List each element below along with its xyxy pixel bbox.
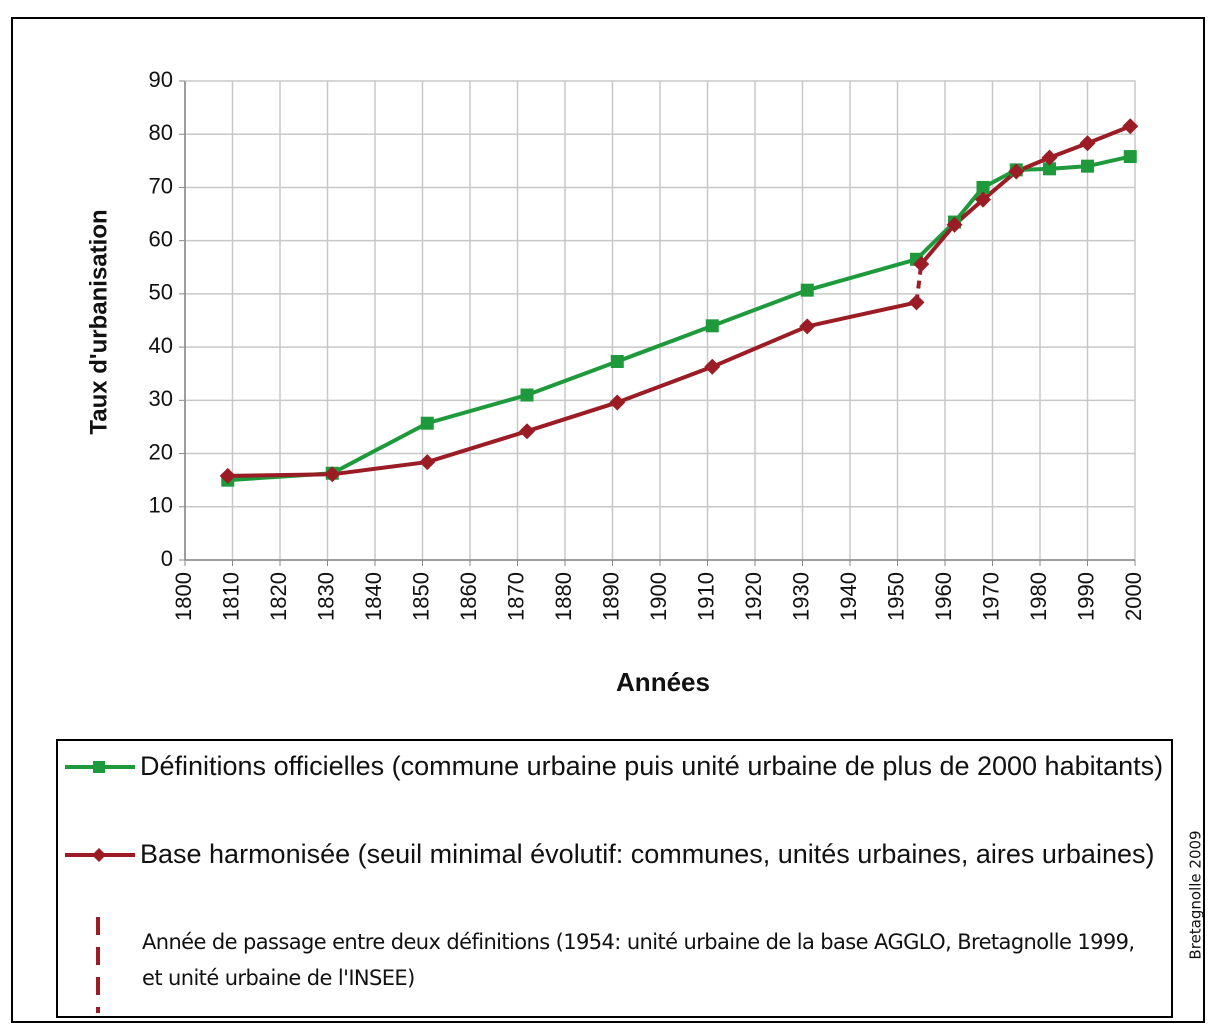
point	[1079, 135, 1096, 152]
frame	[11, 17, 1205, 1023]
point	[1123, 150, 1137, 164]
x-tick-label: 1800	[171, 572, 196, 621]
point	[419, 454, 436, 471]
point	[800, 283, 814, 297]
source: Bretagnolle 2009	[1187, 830, 1205, 959]
x-tick-label: 1930	[788, 572, 813, 621]
x-axis-title: Années	[616, 667, 710, 697]
x-tick-label: 1880	[551, 572, 576, 621]
x-tick-label: 2000	[1121, 572, 1146, 621]
point	[799, 318, 816, 335]
point	[705, 319, 719, 333]
point	[704, 358, 721, 375]
x-tick-label: 1830	[313, 572, 338, 621]
x-tick-label: 1990	[1073, 572, 1098, 621]
point	[520, 388, 534, 402]
x-tick-label: 1970	[978, 572, 1003, 621]
legend-box	[56, 739, 1173, 1018]
point	[1122, 118, 1139, 135]
point	[913, 256, 930, 273]
x-tick-label: 1860	[456, 572, 481, 621]
y-tick-label: 90	[149, 67, 173, 92]
legend-note: Année de passage entre deux définitions …	[142, 930, 1135, 990]
x-tick-label: 1820	[266, 572, 291, 621]
point	[219, 467, 236, 484]
y-tick-label: 20	[149, 439, 173, 464]
x-tick-label: 1900	[646, 572, 671, 621]
y-tick-label: 70	[149, 173, 173, 198]
legend-marker	[92, 848, 106, 862]
y-tick-label: 50	[149, 280, 173, 305]
x-tick-label: 1840	[361, 572, 386, 621]
point	[975, 191, 991, 208]
y-tick-label: 80	[149, 120, 173, 145]
point	[1081, 159, 1094, 173]
x-tick-label: 1910	[693, 572, 718, 621]
x-tick-label: 1890	[598, 572, 623, 621]
point	[610, 354, 624, 368]
point	[946, 216, 963, 233]
y-tick-label: 0	[161, 546, 173, 571]
point	[420, 416, 434, 430]
point	[976, 180, 990, 194]
y-tick-label: 40	[149, 333, 173, 358]
legend-marker	[93, 761, 105, 773]
x-tick-label: 1920	[741, 572, 766, 621]
point	[1041, 149, 1058, 166]
x-tick-label: 1850	[408, 572, 433, 621]
x-tick-label: 1950	[883, 572, 908, 621]
y-axis-title: Taux d'urbanisation	[85, 209, 112, 434]
x-tick-label: 1960	[931, 572, 956, 621]
x-tick-label: 1870	[503, 572, 528, 621]
point	[609, 394, 626, 411]
legend-label: Base harmonisée (seuil minimal évolutif:…	[140, 839, 1155, 869]
y-tick-label: 60	[149, 226, 173, 251]
y-tick-label: 30	[149, 386, 173, 411]
x-tick-label: 1810	[218, 572, 243, 621]
point	[1008, 163, 1025, 180]
point	[908, 294, 925, 311]
point	[519, 423, 535, 440]
legend-label: Définitions officielles (commune urbaine…	[140, 751, 1164, 781]
y-tick-label: 10	[149, 493, 173, 518]
point	[324, 466, 341, 483]
x-tick-label: 1980	[1026, 572, 1051, 621]
x-tick-label: 1940	[836, 572, 861, 621]
point	[1043, 162, 1056, 176]
